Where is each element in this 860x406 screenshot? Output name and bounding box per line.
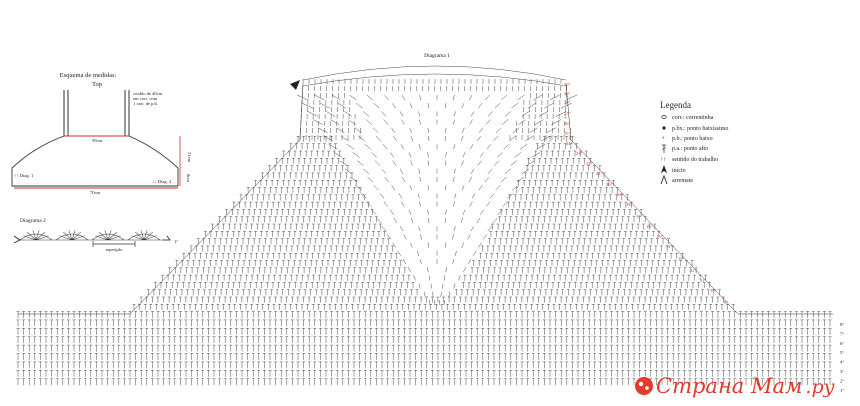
row-label: 17° — [636, 214, 643, 219]
row-label: 24° — [566, 141, 573, 146]
schema-cord-note-3: 1 carr. de p.b. — [133, 101, 158, 106]
row-label: 19° — [616, 192, 623, 197]
diagram-2-repeat: repetição — [106, 247, 124, 252]
schema-diag-right: ↓↓ Diag. 2 — [152, 179, 172, 184]
diagram-1-stitch-grid — [16, 65, 833, 386]
start-arrow-icon — [661, 165, 667, 173]
schema-measure-height: 21cm — [187, 152, 192, 163]
row-label: 26° — [564, 121, 571, 126]
schema-title: Esquema de medidas: — [60, 72, 117, 79]
row-label: 2° — [840, 378, 844, 383]
double-crochet-icon — [662, 144, 666, 153]
row-label: 15° — [656, 234, 663, 239]
row-label: 1° — [840, 388, 844, 393]
row-label: 6° — [840, 341, 844, 346]
row-label: 10° — [710, 288, 717, 293]
row-label: 11° — [700, 278, 706, 283]
diagram-2-end: 1° — [174, 239, 178, 244]
row-label: 27° — [564, 111, 571, 116]
slip-stitch-icon — [662, 126, 666, 130]
diagram-1: Diagrama 1 30°29°28°27°26°25°24°23°22°21… — [16, 53, 844, 393]
row-label: 9° — [724, 300, 728, 305]
schema-cord-note-2: em corr. com — [133, 96, 158, 101]
row-label: 5° — [840, 350, 844, 355]
row-label: 23° — [576, 151, 583, 156]
schema-measure-bottom: 70cm — [90, 190, 101, 195]
legend-item-finish: arremate — [672, 178, 693, 184]
legend-title: Legenda — [660, 100, 691, 110]
row-label: 7° — [840, 331, 844, 336]
diagram-1-title: Diagrama 1 — [424, 53, 450, 59]
legend-item-start: início — [672, 168, 686, 174]
direction-arrows-icon: ↑↑ — [660, 157, 666, 163]
svg-text:+: + — [662, 136, 666, 142]
legend-item-dc: p.a.: ponto alto — [672, 146, 708, 152]
row-label: 28° — [564, 100, 571, 105]
row-label: 22° — [586, 161, 593, 166]
schema-diag-left: ↑↑ Diag. 1 — [14, 173, 34, 178]
svg-text:↑↑: ↑↑ — [660, 157, 666, 163]
single-crochet-icon: + — [662, 136, 666, 142]
legend-item-slip: p.bx.: ponto baixíssimo — [672, 126, 728, 132]
row-label: 16° — [646, 224, 653, 229]
row-label: 4° — [840, 360, 844, 365]
row-label: 21° — [596, 171, 603, 176]
row-label: 29° — [564, 91, 571, 96]
row-label: 8° — [840, 322, 844, 327]
watermark-text: Страна Мам .ру — [656, 374, 835, 398]
watermark: Страна Мам .ру — [635, 374, 835, 398]
row-label: 20° — [606, 182, 613, 187]
row-label: 13° — [678, 256, 685, 261]
row-label: 12° — [690, 268, 697, 273]
legend-item-chain: corr.: correntinha — [672, 115, 714, 121]
legend-item-sc: p.b.: ponto baixo — [672, 136, 713, 142]
chain-icon — [661, 115, 667, 119]
row-label: 30° — [564, 82, 571, 87]
legend-item-direction: sentido do trabalho — [672, 157, 718, 163]
row-label: 18° — [626, 202, 633, 207]
diagram-2: Diagrama 2 repetição 1° — [13, 218, 178, 252]
diagram-1-row-labels: 30° 29° 28° 27° 26° 25° 24°23°22°21° 20°19°18° 1… — [564, 82, 844, 393]
row-label: 14° — [666, 244, 673, 249]
row-label: 3° — [840, 369, 844, 374]
row-label: 25° — [564, 131, 571, 136]
schema-measure-top: 39cm — [92, 138, 103, 143]
legend: Legenda corr.: correntinha p.bx.: ponto … — [660, 100, 728, 185]
watermark-logo-icon — [635, 377, 653, 395]
diagram-2-fans — [13, 230, 171, 244]
schema-measure-side: 8cm — [186, 174, 191, 182]
measure-schema: Esquema de medidas: Top cordão de 40cm e… — [11, 72, 192, 195]
diagram-2-title: Diagrama 2 — [20, 218, 46, 224]
finish-arrow-icon — [660, 174, 668, 185]
schema-cord-note-1: cordão de 40cm — [133, 91, 163, 96]
schema-subtitle: Top — [92, 81, 102, 88]
